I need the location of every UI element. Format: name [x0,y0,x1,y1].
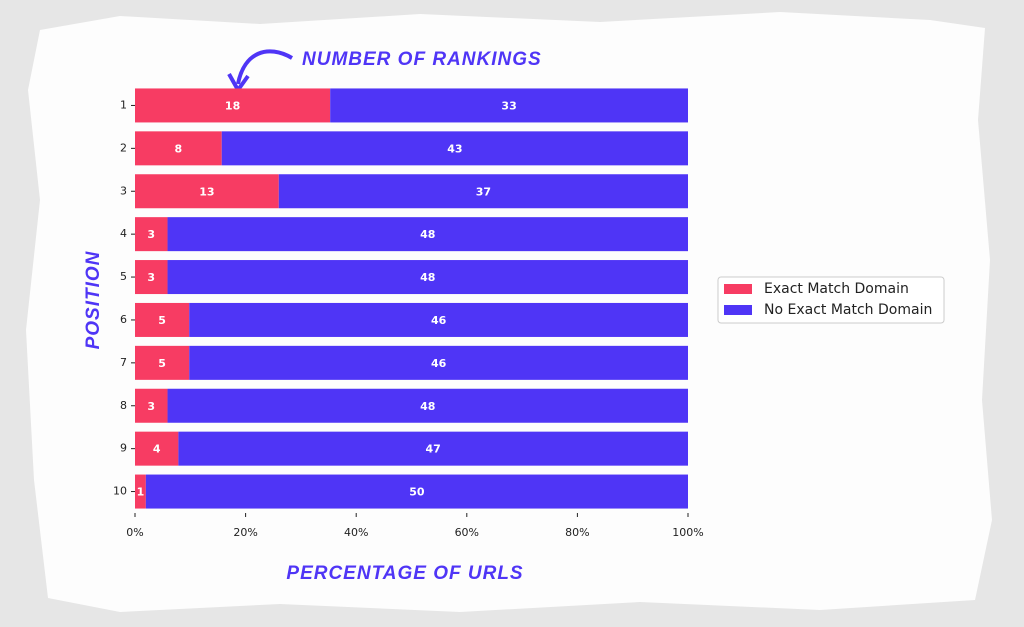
legend-box [717,276,945,324]
y-tick-label: 1 [120,98,127,111]
value-label: 46 [431,357,447,370]
value-label: 48 [420,228,435,241]
annotation-arrow [236,49,294,85]
bar-segment [135,345,190,380]
bar-segment [135,260,168,295]
y-tick-label: 7 [120,356,127,369]
bar-segment [135,88,331,123]
value-label: 3 [147,228,155,241]
value-label: 50 [409,486,425,499]
value-label: 48 [420,400,435,413]
bar-segment [145,474,688,509]
y-axis-label: POSITION [83,250,104,349]
legend-label: Exact Match Domain [764,281,909,297]
bar-segment [167,260,688,295]
x-tick-label: 60% [455,526,479,539]
y-tick-label: 3 [120,184,127,197]
value-label: 3 [147,271,155,284]
value-label: 43 [447,142,462,155]
bar-segment [135,302,190,337]
y-tick-label: 9 [120,442,127,455]
legend-swatch [724,305,752,315]
y-tick-label: 2 [120,141,127,154]
value-label: 46 [431,314,447,327]
legend-label: No Exact Match Domain [764,302,932,318]
bar-segment [135,431,179,466]
bar-segment [135,174,279,209]
x-axis-label: PERCENTAGE OF URLS [286,563,523,584]
value-label: 47 [426,443,441,456]
y-tick-label: 5 [120,270,127,283]
bar-segment [167,217,688,252]
value-label: 33 [501,99,516,112]
value-label: 5 [158,314,166,327]
x-tick-label: 40% [344,526,368,539]
value-label: 48 [420,271,435,284]
bar-segment [221,131,688,166]
bar-segment [135,474,146,509]
bar-segment [189,345,688,380]
bar-segment [278,174,688,209]
value-label: 8 [175,142,183,155]
value-label: 4 [153,443,161,456]
value-label: 5 [158,357,166,370]
bar-segment [178,431,688,466]
y-tick-label: 4 [120,227,127,240]
y-tick-label: 10 [113,485,127,498]
value-label: 37 [476,185,491,198]
value-label: 13 [199,185,214,198]
bar-segment [135,131,222,166]
x-tick-label: 80% [565,526,589,539]
value-label: 3 [147,400,155,413]
legend-swatch [724,284,752,294]
chart-title: NUMBER OF RANKINGS [302,49,542,70]
x-tick-label: 0% [126,526,143,539]
y-tick-label: 6 [120,313,127,326]
bar-segment [189,302,688,337]
bar-segment [167,388,688,423]
x-tick-label: 20% [233,526,257,539]
value-label: 1 [137,486,145,499]
x-tick-label: 100% [672,526,703,539]
bar-segment [330,88,688,123]
bar-segment [135,217,168,252]
bar-segment [135,388,168,423]
value-label: 18 [225,99,240,112]
y-tick-label: 8 [120,399,127,412]
